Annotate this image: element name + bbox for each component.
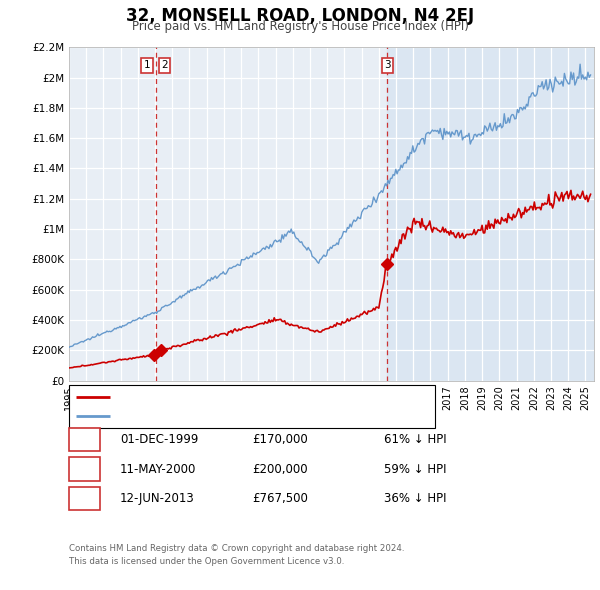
Text: This data is licensed under the Open Government Licence v3.0.: This data is licensed under the Open Gov… [69, 558, 344, 566]
Text: 3: 3 [384, 60, 391, 70]
Text: Contains HM Land Registry data © Crown copyright and database right 2024.: Contains HM Land Registry data © Crown c… [69, 545, 404, 553]
Text: 12-JUN-2013: 12-JUN-2013 [120, 492, 195, 505]
Text: 61% ↓ HPI: 61% ↓ HPI [384, 433, 446, 446]
Text: £767,500: £767,500 [252, 492, 308, 505]
Text: 32, MONSELL ROAD, LONDON, N4 2EJ (detached house): 32, MONSELL ROAD, LONDON, N4 2EJ (detach… [116, 392, 421, 402]
Text: 1: 1 [144, 60, 151, 70]
Text: 2: 2 [80, 463, 89, 476]
Text: 36% ↓ HPI: 36% ↓ HPI [384, 492, 446, 505]
Text: 1: 1 [80, 433, 89, 446]
Text: 11-MAY-2000: 11-MAY-2000 [120, 463, 196, 476]
Text: £200,000: £200,000 [252, 463, 308, 476]
Text: £170,000: £170,000 [252, 433, 308, 446]
Text: Price paid vs. HM Land Registry's House Price Index (HPI): Price paid vs. HM Land Registry's House … [131, 20, 469, 33]
Text: 59% ↓ HPI: 59% ↓ HPI [384, 463, 446, 476]
Text: HPI: Average price, detached house, Islington: HPI: Average price, detached house, Isli… [116, 411, 365, 421]
Text: 01-DEC-1999: 01-DEC-1999 [120, 433, 199, 446]
Text: 32, MONSELL ROAD, LONDON, N4 2EJ: 32, MONSELL ROAD, LONDON, N4 2EJ [126, 7, 474, 25]
Text: 3: 3 [80, 492, 89, 505]
Bar [388, 47, 594, 381]
Text: 2: 2 [161, 60, 168, 70]
